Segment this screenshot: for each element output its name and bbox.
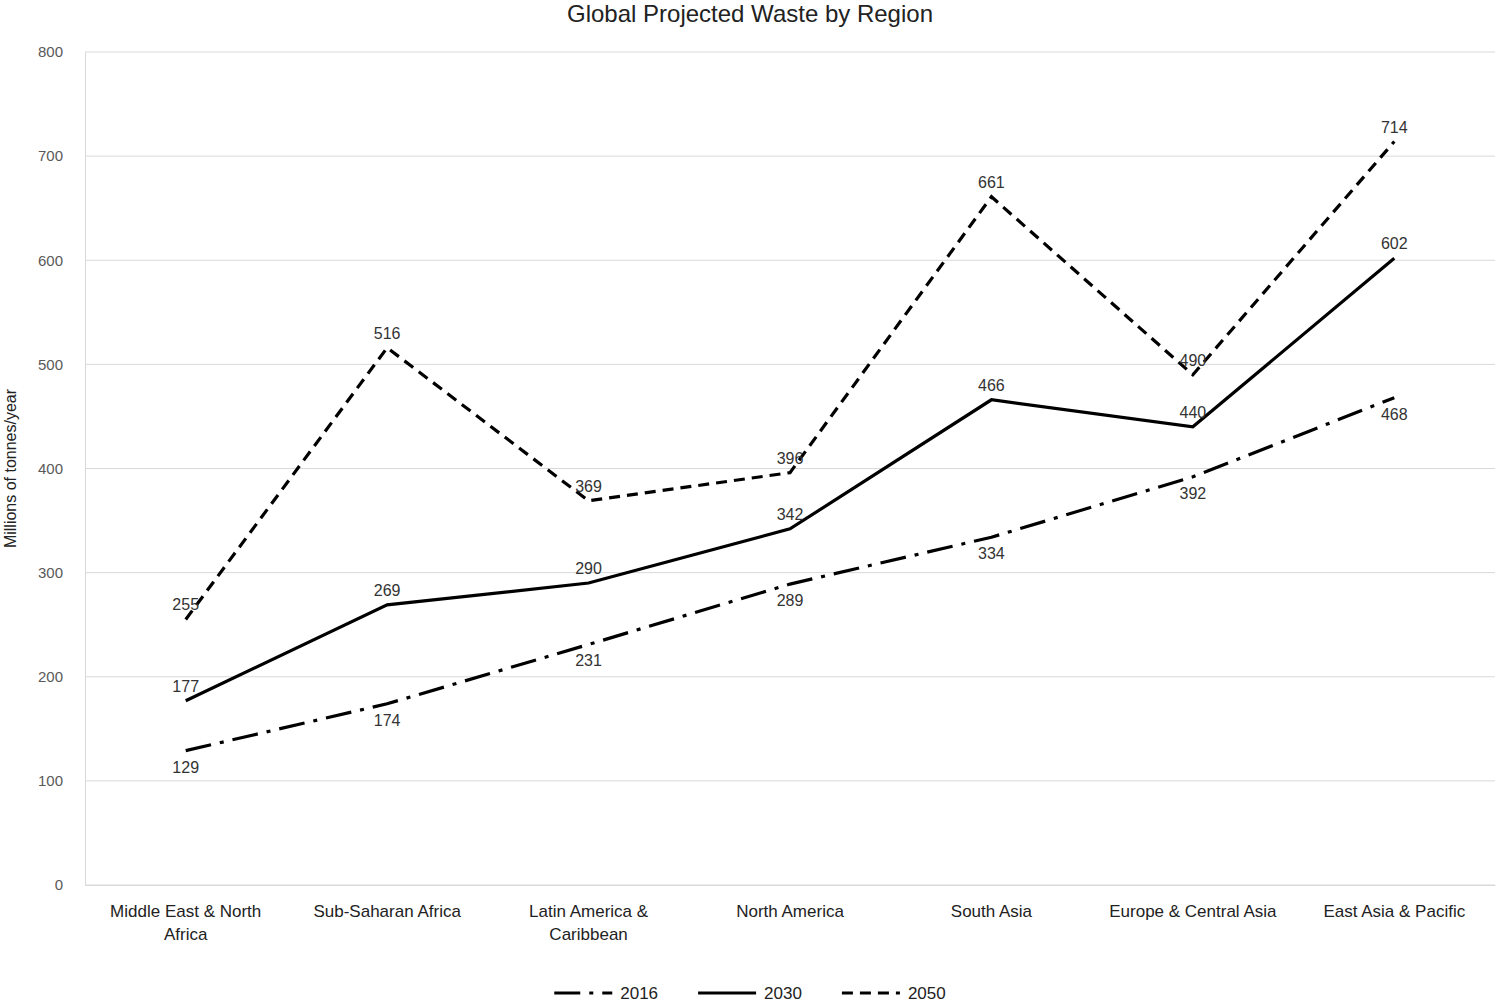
x-tick-label: East Asia & Pacific (1323, 902, 1465, 921)
x-tick-label: Sub-Saharan Africa (313, 902, 461, 921)
legend-swatch (698, 991, 756, 994)
x-tick: South Asia (951, 885, 1033, 921)
y-axis-title: Millions of tonnes/year (2, 388, 19, 548)
data-label: 440 (1180, 404, 1207, 421)
x-tick-label: Europe & Central Asia (1109, 902, 1277, 921)
x-axis: Middle East & NorthAfrica Sub-Saharan Afr… (86, 885, 1496, 944)
y-tick: 400 (38, 460, 85, 477)
x-tick: Europe & Central Asia (1109, 885, 1277, 921)
grid-line (85, 676, 1495, 677)
y-tick-label: 300 (38, 564, 63, 581)
y-tick: 600 (38, 252, 85, 269)
x-tick: North America (736, 885, 844, 921)
grid-line (85, 364, 1495, 365)
legend: 2016 2030 2050 (554, 984, 945, 1003)
grid-line (85, 260, 1495, 261)
title: Global Projected Waste by Region (567, 0, 933, 27)
y-tick-label: 100 (38, 772, 63, 789)
y-tick: 800 (38, 43, 85, 60)
data-label: 255 (172, 596, 199, 613)
plot-area (186, 142, 1395, 751)
data-label: 129 (172, 759, 199, 776)
y-tick: 100 (38, 772, 85, 789)
x-tick: Latin America &Caribbean (529, 885, 649, 944)
grid-line (85, 156, 1495, 157)
data-label: 661 (978, 174, 1005, 191)
series-line (186, 398, 1395, 751)
data-label: 334 (978, 545, 1005, 562)
y-tick: 300 (38, 564, 85, 581)
y-tick-label: 700 (38, 147, 63, 164)
data-label: 177 (172, 678, 199, 695)
y-tick-label: 400 (38, 460, 63, 477)
data-label: 289 (777, 592, 804, 609)
y-tick-label: 600 (38, 252, 63, 269)
data-label: 602 (1381, 235, 1408, 252)
data-label: 392 (1180, 485, 1207, 502)
legend-item: 2030 (698, 984, 802, 1003)
data-label: 231 (575, 652, 602, 669)
y-axis-line (85, 53, 86, 886)
series-line (186, 142, 1395, 620)
data-label: 174 (374, 712, 401, 729)
y-tick: 700 (38, 147, 85, 164)
y-tick-label: 800 (38, 43, 63, 60)
x-tick: Middle East & NorthAfrica (110, 885, 261, 944)
data-label: 714 (1381, 119, 1408, 136)
x-tick-label: North America (736, 902, 844, 921)
legend-label: 2030 (764, 984, 802, 1003)
y-tick-label: 0 (55, 876, 63, 893)
legend-item: 2016 (554, 984, 658, 1003)
y-tick-label: 200 (38, 668, 63, 685)
x-tick-label: Latin America &Caribbean (529, 902, 649, 944)
x-tick: Sub-Saharan Africa (313, 885, 461, 921)
y-tick: 200 (38, 668, 85, 685)
data-labels: 129 174 231 289 334 392 468 177 269 290 342 466 440 6… (172, 119, 1407, 776)
grid-line (85, 52, 1495, 53)
data-label: 396 (777, 450, 804, 467)
data-label: 516 (374, 325, 401, 342)
grid-line (85, 572, 1495, 573)
data-label: 290 (575, 560, 602, 577)
data-label: 466 (978, 377, 1005, 394)
legend-label: 2050 (908, 984, 946, 1003)
data-label: 342 (777, 506, 804, 523)
y-tick: 0 (55, 876, 85, 893)
y-axis: 0 100 200 300 400 500 600 700 800 (38, 43, 86, 893)
x-tick: East Asia & Pacific (1323, 885, 1465, 921)
data-label: 490 (1180, 352, 1207, 369)
legend-swatch (842, 991, 900, 994)
x-tick-label: South Asia (951, 902, 1033, 921)
data-label: 468 (1381, 406, 1408, 423)
y-tick: 500 (38, 356, 85, 373)
grid (85, 52, 1495, 885)
x-axis-line (86, 885, 1496, 886)
series-line (186, 258, 1395, 701)
y-tick-label: 500 (38, 356, 63, 373)
grid-line (85, 885, 1495, 886)
legend-label: 2016 (620, 984, 658, 1003)
grid-line (85, 780, 1495, 781)
chart: Global Projected Waste by Region 0 100 200 3… (0, 0, 1500, 1005)
data-label: 269 (374, 582, 401, 599)
legend-swatch (554, 991, 612, 994)
x-tick-label: Middle East & NorthAfrica (110, 902, 261, 944)
legend-item: 2050 (842, 984, 946, 1003)
data-label: 369 (575, 478, 602, 495)
